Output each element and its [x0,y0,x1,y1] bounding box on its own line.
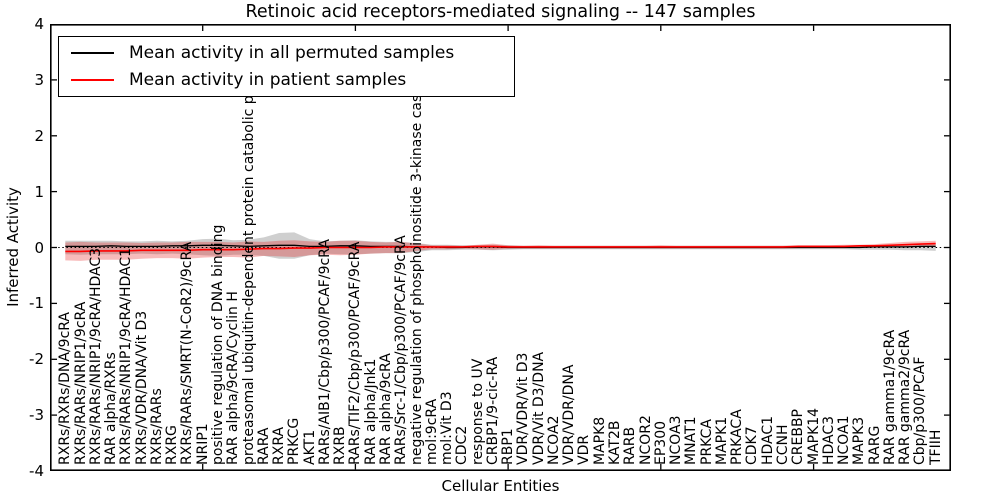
legend-label-patient: Mean activity in patient samples [129,69,407,90]
chart-title: Retinoic acid receptors-mediated signali… [245,2,756,22]
y-tick-label: -4 [29,462,44,480]
patient-mean-line [65,242,936,253]
y-tick-label: 4 [34,15,44,33]
legend: Mean activity in all permuted samples Me… [58,36,515,97]
y-tick-label: 3 [34,70,44,89]
y-tick-label: -3 [29,406,44,425]
legend-item-permuted: Mean activity in all permuted samples [59,43,514,63]
x-axis-label: Cellular Entities [441,477,560,495]
patient-line-sample [71,78,114,81]
permuted-band [65,232,936,259]
legend-label-permuted: Mean activity in all permuted samples [129,43,455,64]
y-axis-label: Inferred Activity [4,187,22,307]
plot-area [50,24,951,471]
axes-spines [50,24,951,471]
legend-item-patient: Mean activity in patient samples [59,70,514,90]
permuted-line-sample [71,52,114,55]
